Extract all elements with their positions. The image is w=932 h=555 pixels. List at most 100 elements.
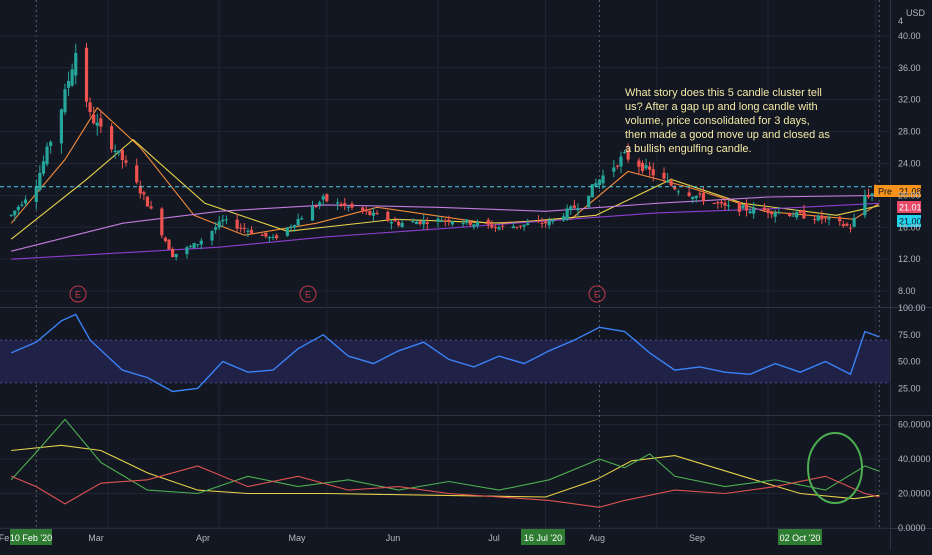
candle[interactable]	[490, 220, 494, 230]
candle[interactable]	[414, 219, 419, 225]
candle[interactable]	[368, 210, 372, 216]
candle[interactable]	[436, 215, 440, 228]
candle[interactable]	[145, 196, 150, 207]
candle[interactable]	[619, 151, 623, 174]
candle[interactable]	[802, 204, 806, 219]
candle[interactable]	[726, 200, 731, 212]
candle[interactable]	[719, 199, 724, 208]
candle[interactable]	[486, 217, 490, 229]
candle[interactable]	[235, 213, 239, 232]
earnings-circle[interactable]	[69, 285, 87, 303]
candle[interactable]	[63, 83, 67, 116]
candle[interactable]	[737, 201, 741, 216]
candle[interactable]	[691, 196, 695, 204]
candle[interactable]	[88, 97, 92, 117]
candle[interactable]	[275, 233, 279, 241]
candle[interactable]	[723, 196, 727, 211]
rsi-pane[interactable]	[0, 313, 890, 393]
candle[interactable]	[174, 253, 178, 261]
candle[interactable]	[13, 210, 17, 221]
candle[interactable]	[343, 197, 347, 211]
candle[interactable]	[163, 236, 168, 243]
candle[interactable]	[192, 242, 196, 249]
candle[interactable]	[540, 217, 544, 228]
candle[interactable]	[651, 162, 655, 182]
candle[interactable]	[375, 210, 379, 215]
candle[interactable]	[744, 199, 749, 217]
candle[interactable]	[594, 178, 598, 188]
candle[interactable]	[475, 219, 480, 229]
candle[interactable]	[741, 203, 745, 209]
candle[interactable]	[795, 209, 799, 220]
candle[interactable]	[422, 214, 426, 230]
candle[interactable]	[440, 217, 444, 223]
candle[interactable]	[511, 221, 515, 229]
candle[interactable]	[34, 179, 38, 210]
candle[interactable]	[210, 230, 214, 246]
candle[interactable]	[16, 204, 20, 216]
candle[interactable]	[762, 203, 767, 211]
candle[interactable]	[569, 204, 573, 215]
candle[interactable]	[296, 213, 300, 226]
candle[interactable]	[418, 220, 422, 226]
candle[interactable]	[199, 237, 203, 250]
candle[interactable]	[590, 184, 594, 198]
candle[interactable]	[38, 165, 42, 192]
candle[interactable]	[188, 244, 193, 248]
candle[interactable]	[239, 223, 243, 233]
candle[interactable]	[666, 172, 670, 184]
candle[interactable]	[648, 161, 652, 177]
candle[interactable]	[149, 200, 153, 210]
candle[interactable]	[787, 212, 792, 218]
candle[interactable]	[411, 218, 415, 223]
candle[interactable]	[637, 157, 641, 175]
moving-average-line[interactable]	[11, 194, 880, 252]
candle[interactable]	[285, 226, 289, 237]
candle[interactable]	[673, 184, 677, 191]
candle[interactable]	[99, 110, 103, 134]
candle[interactable]	[561, 213, 566, 222]
candle[interactable]	[249, 226, 254, 235]
candle[interactable]	[752, 202, 756, 219]
candle[interactable]	[669, 177, 673, 187]
earnings-marker[interactable]: E	[299, 285, 317, 303]
candle[interactable]	[170, 247, 175, 258]
candle[interactable]	[45, 142, 49, 167]
earnings-circle[interactable]	[299, 285, 317, 303]
candle[interactable]	[160, 207, 164, 239]
candle[interactable]	[292, 224, 297, 232]
candle[interactable]	[224, 215, 228, 225]
candle[interactable]	[863, 189, 867, 219]
candle[interactable]	[500, 224, 505, 231]
candle[interactable]	[852, 213, 856, 228]
candle[interactable]	[576, 203, 580, 217]
candle[interactable]	[515, 226, 519, 230]
candle[interactable]	[612, 159, 616, 178]
candle[interactable]	[364, 206, 368, 215]
candle[interactable]	[396, 218, 401, 228]
candle[interactable]	[522, 224, 526, 232]
candle[interactable]	[267, 235, 272, 243]
candle[interactable]	[389, 219, 394, 230]
candle[interactable]	[773, 209, 777, 223]
candle[interactable]	[870, 192, 874, 202]
candle[interactable]	[110, 123, 114, 153]
candle[interactable]	[565, 204, 569, 222]
candle[interactable]	[766, 207, 770, 219]
candle[interactable]	[339, 201, 343, 208]
candle[interactable]	[601, 169, 605, 189]
candle[interactable]	[138, 180, 142, 199]
candle[interactable]	[70, 63, 74, 87]
candle[interactable]	[217, 216, 221, 230]
axes[interactable]: USD 4 Pre 21.08 21.01 21.00 E E	[0, 8, 931, 545]
candle[interactable]	[701, 186, 706, 205]
candle[interactable]	[615, 164, 619, 170]
earnings-markers[interactable]: E E E	[69, 285, 606, 303]
candle[interactable]	[813, 215, 817, 224]
candle[interactable]	[493, 224, 498, 233]
candle[interactable]	[66, 71, 71, 96]
candle[interactable]	[712, 202, 716, 205]
candle[interactable]	[400, 219, 404, 229]
candle[interactable]	[698, 190, 702, 198]
